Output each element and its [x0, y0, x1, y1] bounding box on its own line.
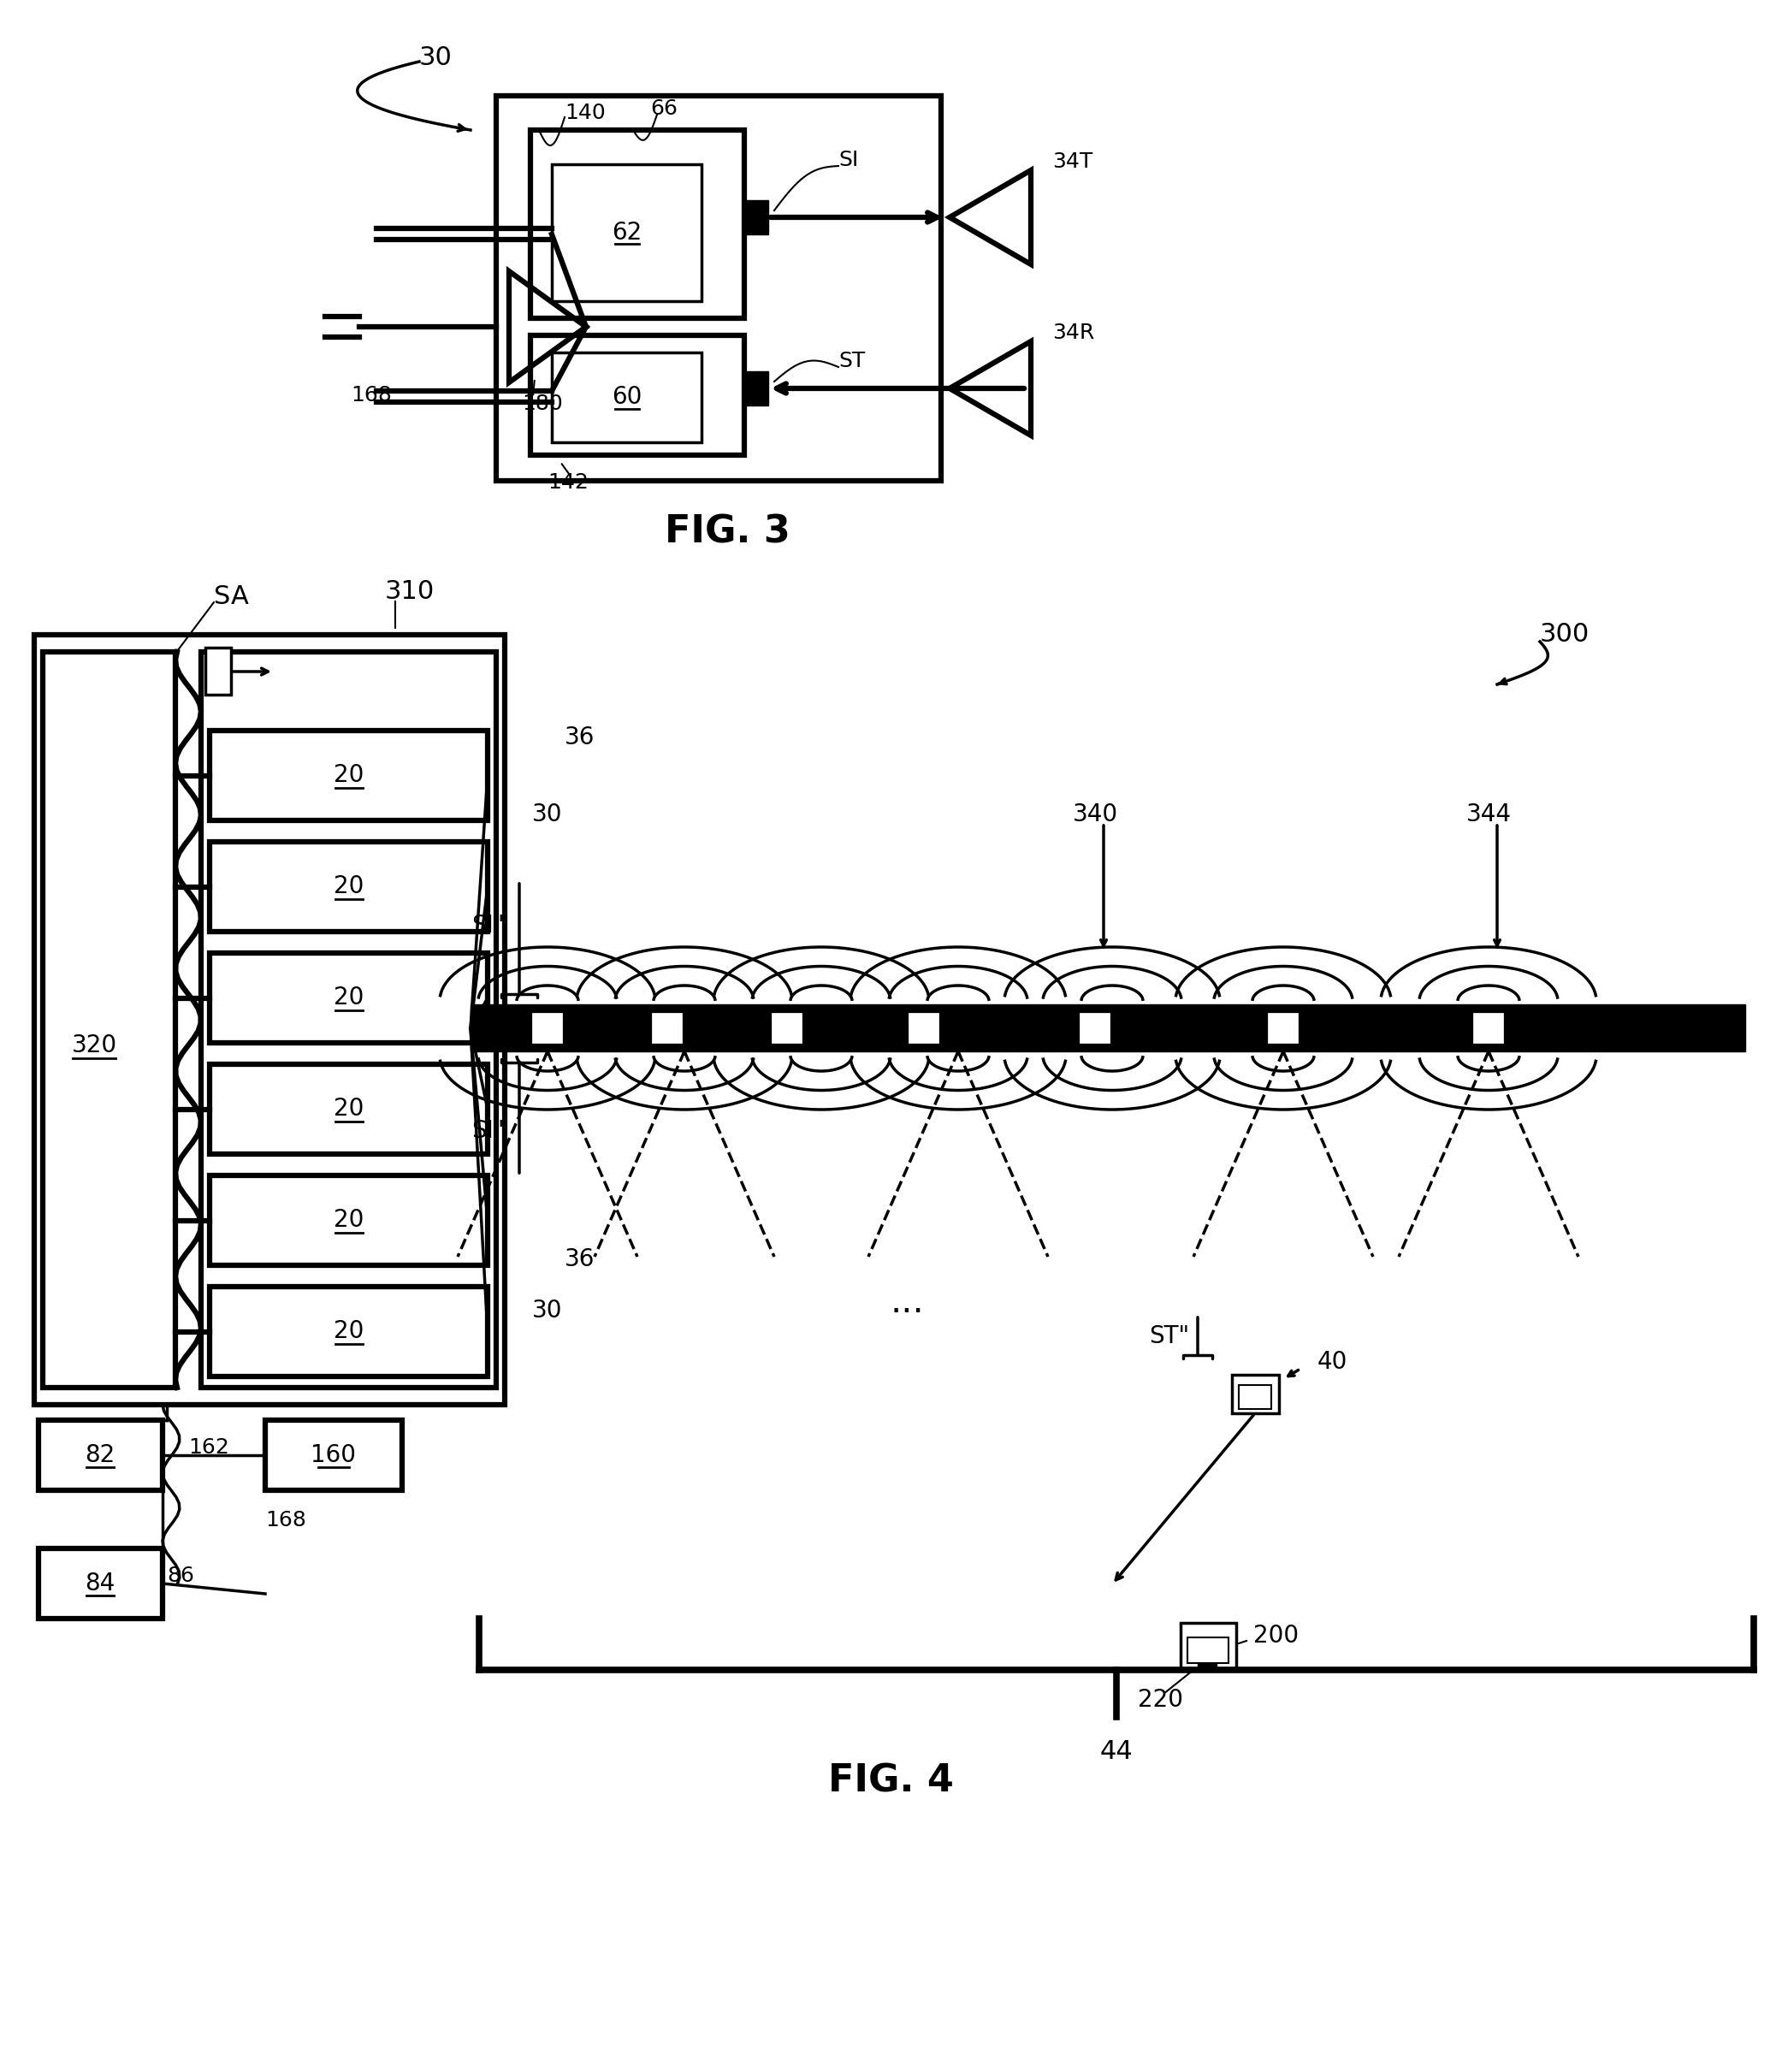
Bar [1181, 1622, 1237, 1670]
Bar [531, 131, 745, 319]
Text: 180: 180 [522, 394, 563, 414]
Bar [649, 1011, 686, 1046]
Text: ...: ... [889, 1285, 923, 1320]
Text: 220: 220 [1139, 1689, 1183, 1711]
Text: 300: 300 [1540, 622, 1590, 646]
Text: ST": ST" [1149, 1324, 1189, 1349]
Text: SI": SI" [472, 914, 504, 939]
Text: 320: 320 [71, 1034, 118, 1057]
Bar [552, 352, 702, 441]
Bar [39, 1548, 162, 1618]
Text: FIG. 3: FIG. 3 [665, 514, 789, 551]
Text: 62: 62 [611, 222, 642, 244]
Bar [210, 1065, 488, 1154]
Text: 20: 20 [333, 1320, 364, 1343]
Text: 20: 20 [333, 1098, 364, 1121]
Bar [1265, 1011, 1301, 1046]
Bar [210, 1287, 488, 1376]
Text: SA: SA [214, 584, 249, 609]
Text: 140: 140 [565, 104, 606, 122]
Text: 310: 310 [385, 580, 435, 605]
Text: 30: 30 [533, 802, 563, 827]
Bar [266, 1419, 403, 1490]
Text: SI: SI [838, 149, 859, 170]
Bar [529, 1011, 565, 1046]
Bar [1238, 1384, 1271, 1409]
Text: 84: 84 [86, 1571, 116, 1595]
Text: SI": SI" [472, 1119, 504, 1144]
Text: 82: 82 [86, 1444, 116, 1467]
Bar [531, 336, 745, 456]
Bar [1187, 1637, 1228, 1664]
Bar [201, 653, 495, 1388]
Text: 60: 60 [611, 385, 642, 410]
Text: 86: 86 [168, 1566, 194, 1585]
Text: 36: 36 [565, 725, 595, 750]
Bar [745, 371, 768, 406]
Bar [39, 1419, 162, 1490]
Bar [1470, 1011, 1506, 1046]
Bar [470, 1005, 1745, 1051]
Text: 20: 20 [333, 986, 364, 1009]
Text: 40: 40 [1317, 1351, 1347, 1374]
Text: 20: 20 [333, 762, 364, 787]
Text: 168: 168 [266, 1510, 307, 1531]
Text: 20: 20 [333, 874, 364, 899]
Text: 340: 340 [1073, 802, 1117, 827]
Bar [43, 653, 175, 1388]
Bar [1231, 1376, 1279, 1413]
Text: 34T: 34T [1051, 151, 1092, 172]
Bar [210, 841, 488, 932]
Text: 200: 200 [1253, 1624, 1299, 1647]
Text: 20: 20 [333, 1208, 364, 1233]
Text: 160: 160 [312, 1444, 356, 1467]
Bar [210, 731, 488, 821]
Text: FIG. 4: FIG. 4 [829, 1763, 953, 1798]
Text: 344: 344 [1467, 802, 1511, 827]
Bar [210, 953, 488, 1042]
Text: ST: ST [838, 350, 864, 371]
Text: 36: 36 [565, 1247, 595, 1272]
Text: 66: 66 [650, 97, 677, 118]
Bar [905, 1011, 943, 1046]
Text: 30: 30 [419, 46, 453, 70]
Bar [745, 201, 768, 234]
Text: 34R: 34R [1051, 323, 1094, 344]
Bar [1198, 1664, 1217, 1670]
Text: 162: 162 [189, 1438, 230, 1459]
Bar [495, 95, 941, 481]
Bar [34, 634, 504, 1405]
Text: 142: 142 [547, 472, 588, 493]
Text: 168: 168 [351, 385, 392, 406]
Bar [770, 1011, 805, 1046]
Bar [210, 1175, 488, 1266]
Bar [1076, 1011, 1114, 1046]
Text: 30: 30 [533, 1299, 563, 1322]
Bar [205, 649, 232, 694]
Bar [552, 164, 702, 300]
Text: 44: 44 [1099, 1738, 1133, 1763]
